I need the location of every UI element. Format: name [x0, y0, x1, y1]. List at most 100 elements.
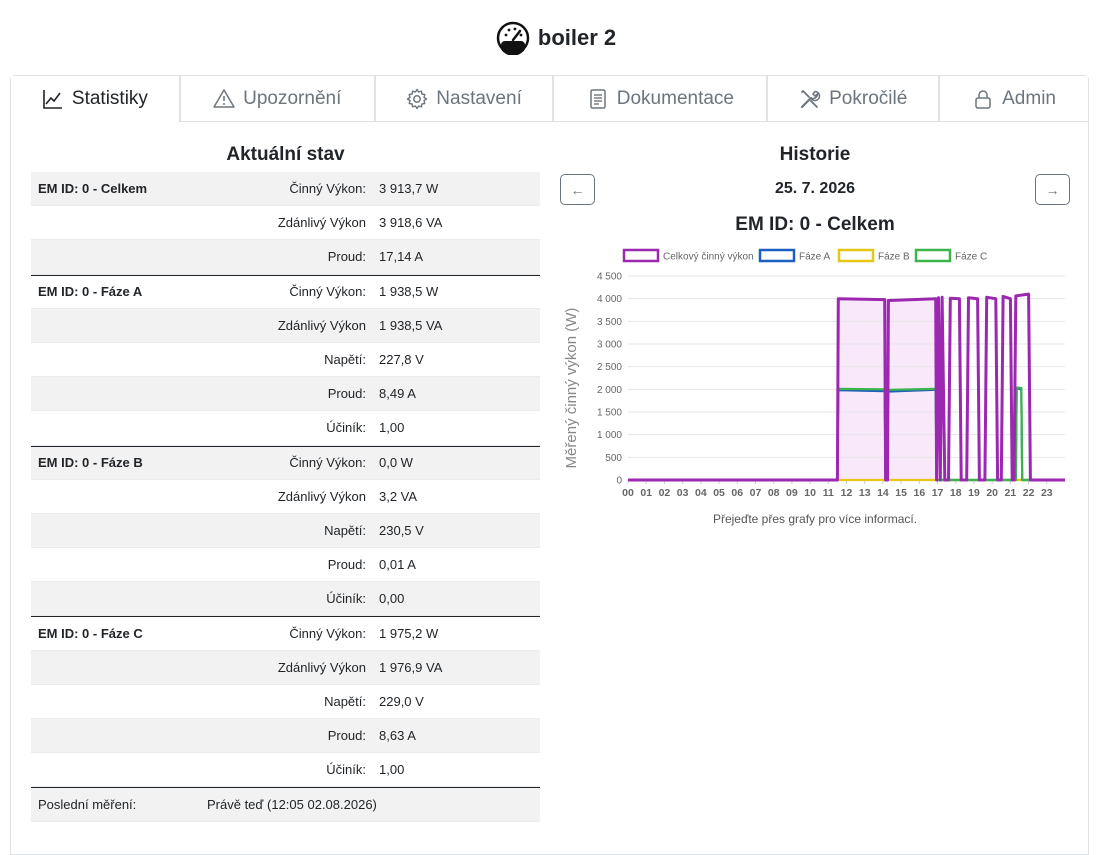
status-row: Účiník: 1,00 [31, 411, 540, 446]
current-status-panel: Aktuální stav EM ID: 0 - Celkem Činný Výk… [31, 138, 540, 822]
status-value: 1 975,2 W [379, 626, 439, 642]
chart-y-tick-label: 1 000 [597, 430, 622, 441]
chart-legend-label: Fáze B [878, 252, 910, 263]
chart-x-tick-label: 03 [677, 487, 689, 499]
status-row: Proud: 17,14 A [31, 240, 540, 275]
status-row: Zdánlivý Výkon 3 918,6 VA [31, 206, 540, 241]
chart-y-tick-label: 0 [616, 476, 622, 487]
chart-x-tick-label: 09 [786, 487, 798, 499]
chart-x-tick-label: 06 [731, 487, 743, 499]
main-card: Statistiky Upozornění Nastavení Dokument… [10, 75, 1089, 855]
status-title: Aktuální stav [226, 144, 345, 165]
status-label: Činný Výkon: [289, 284, 366, 300]
power-chart[interactable]: 0 500 1 000 1 500 2 000 2 500 3 000 3 500 4 000 4… [560, 244, 1070, 514]
status-value: 3,2 VA [379, 488, 418, 504]
chart-legend-label: Fáze A [799, 252, 830, 263]
chart-title: EM ID: 0 - Celkem [735, 214, 895, 235]
chart-x-tick-label: 05 [713, 487, 725, 499]
status-label: Zdánlivý Výkon [277, 215, 366, 231]
status-row: Účiník: 1,00 [31, 753, 540, 788]
chart-x-tick-label: 08 [768, 487, 780, 499]
chart-legend-label: Fáze C [955, 252, 987, 263]
chart-series-line [628, 292, 1065, 482]
status-value: 0,01 A [379, 557, 416, 573]
status-row: Zdánlivý Výkon 3,2 VA [31, 480, 540, 514]
warning-icon [213, 88, 235, 108]
chart-x-tick-label: 18 [950, 487, 962, 499]
status-value: 8,49 A [379, 386, 416, 402]
status-value: 8,63 A [379, 728, 416, 744]
previous-day-button[interactable]: ← [560, 174, 595, 205]
last-measurement-value: Právě teď (12:05 02.08.2026) [207, 796, 377, 812]
status-label: Účiník: [326, 420, 366, 436]
status-value: 1,00 [379, 420, 405, 436]
lock-icon [975, 89, 991, 109]
status-label: Proud: [327, 386, 366, 402]
status-row: EM ID: 0 - Fáze A Činný Výkon: 1 938,5 W [31, 274, 540, 309]
status-value: 1 938,5 W [379, 284, 439, 300]
status-label: Proud: [327, 249, 366, 265]
page-title: boiler 2 [537, 25, 617, 50]
status-group: EM ID: 0 - Celkem [38, 181, 148, 197]
status-value: 0,0 W [379, 455, 413, 471]
chart-y-tick-label: 3 500 [597, 317, 622, 328]
chart-y-tick-label: 3 000 [597, 340, 622, 351]
tab-statistiky[interactable]: Statistiky [11, 76, 180, 123]
tab-nastaveni[interactable]: Nastavení [374, 76, 554, 122]
history-title: Historie [779, 144, 851, 165]
last-measurement-label: Poslední měření: [38, 796, 137, 812]
chart-y-tick-label: 4 000 [597, 294, 622, 305]
chart-x-tick-label: 14 [877, 487, 889, 499]
tab-dokumentace[interactable]: Dokumentace [553, 76, 768, 122]
status-row: Proud: 0,01 A [31, 548, 540, 583]
chart-y-tick-label: 4 500 [597, 272, 622, 283]
chart-legend-swatch [622, 248, 660, 263]
status-row: Napětí: 230,5 V [31, 513, 540, 549]
chart-y-tick-label: 1 500 [597, 408, 622, 419]
chart-x-tick-label: 22 [1023, 487, 1035, 499]
chart-x-tick-label: 12 [841, 487, 853, 499]
date-navigation: ← 25. 7. 2026 → [560, 172, 1070, 206]
status-label: Zdánlivý Výkon [277, 488, 366, 504]
chart-x-tick-label: 04 [695, 487, 707, 499]
chart-hint: Přejeďte přes grafy pro více informací. [712, 512, 918, 526]
chart-x-tick-label: 16 [913, 487, 925, 499]
status-value: 1 938,5 VA [379, 317, 443, 333]
status-value: 230,5 V [379, 522, 424, 538]
status-row: Proud: 8,49 A [31, 377, 540, 412]
status-group: EM ID: 0 - Fáze C [38, 626, 143, 642]
status-label: Napětí: [324, 352, 366, 368]
status-label: Účiník: [326, 762, 366, 778]
tab-pokrocile[interactable]: Pokročilé [767, 76, 940, 122]
status-row: Účiník: 0,00 [31, 582, 540, 617]
history-panel: Historie ← 25. 7. 2026 → EM ID: 0 - Celk… [560, 138, 1070, 526]
tab-label: Admin [1002, 87, 1056, 109]
chart-y-tick-label: 2 000 [597, 385, 622, 396]
status-label: Činný Výkon: [289, 181, 366, 197]
status-group: EM ID: 0 - Fáze B [38, 455, 143, 471]
status-value: 1 976,9 VA [379, 659, 443, 675]
status-value: 1,00 [379, 762, 405, 778]
status-row: EM ID: 0 - Fáze B Činný Výkon: 0,0 W [31, 445, 540, 480]
tab-admin[interactable]: Admin [939, 76, 1088, 122]
status-row: Napětí: 227,8 V [31, 343, 540, 378]
next-day-button[interactable]: → [1035, 174, 1070, 205]
status-label: Činný Výkon: [289, 455, 366, 471]
page-header: boiler 2 [0, 18, 1112, 58]
status-value: 17,14 A [379, 249, 424, 265]
status-row: Zdánlivý Výkon 1 976,9 VA [31, 650, 540, 685]
chart-x-tick-label: 19 [968, 487, 980, 499]
status-value: 229,0 V [379, 693, 424, 709]
tab-label: Pokročilé [829, 87, 908, 109]
tab-upozorneni[interactable]: Upozornění [179, 76, 375, 122]
status-label: Zdánlivý Výkon [277, 317, 366, 333]
chart-x-tick-label: 02 [659, 487, 671, 499]
tab-label: Dokumentace [616, 87, 734, 109]
status-label: Proud: [327, 728, 366, 744]
tab-label: Nastavení [436, 87, 522, 109]
chart-y-tick-label: 2 500 [597, 362, 622, 373]
history-date: 25. 7. 2026 [774, 180, 856, 197]
gauge-icon [496, 21, 530, 55]
chart-line-icon [43, 90, 62, 109]
status-table: EM ID: 0 - Celkem Činný Výkon: 3 913,7 W Zd… [31, 172, 540, 788]
